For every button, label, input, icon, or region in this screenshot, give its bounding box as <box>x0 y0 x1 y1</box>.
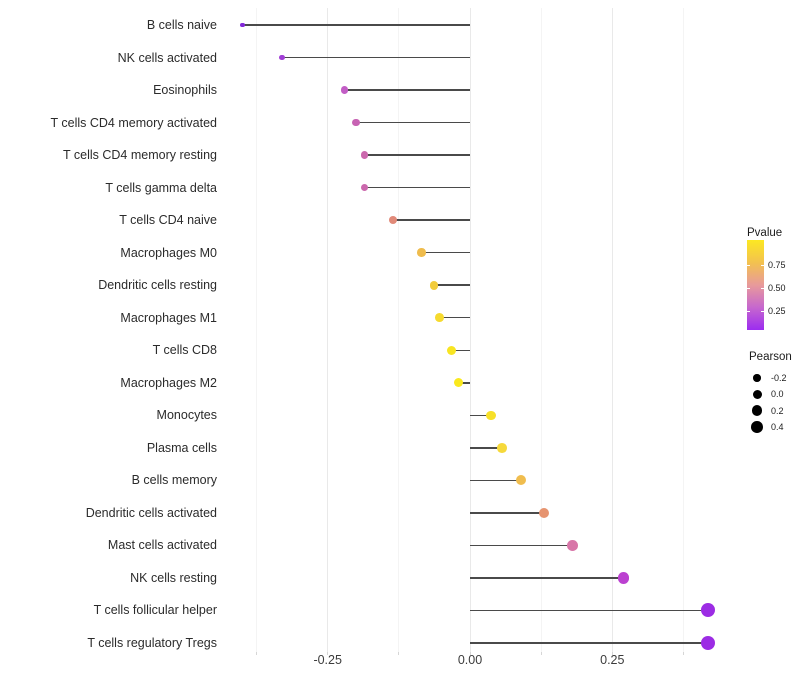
y-axis-category-label: T cells CD4 naive <box>119 213 217 228</box>
y-axis-category-label: NK cells activated <box>117 50 217 65</box>
y-axis-category-label: Plasma cells <box>146 440 217 455</box>
y-axis-category-label: T cells gamma delta <box>105 180 217 195</box>
pearson-size-dot <box>751 405 763 416</box>
lollipop-stem <box>470 414 492 417</box>
x-axis-tick-label: 0.00 <box>457 653 483 667</box>
colorbar-tick <box>760 264 764 266</box>
x-axis-tick <box>398 652 400 655</box>
y-axis-category-label: NK cells resting <box>130 570 217 585</box>
pearson-size-label: 0.4 <box>771 422 784 432</box>
major-gridline <box>611 8 613 652</box>
y-axis-category-label: T cells CD8 <box>152 343 217 358</box>
colorbar-tick <box>747 264 750 266</box>
lollipop-stem <box>356 121 470 124</box>
lollipop-dot <box>360 151 369 159</box>
lollipop-dot <box>567 540 578 551</box>
pvalue-legend-title: Pvalue <box>747 227 783 239</box>
y-axis-category-label: B cells memory <box>131 473 217 488</box>
lollipop-dot <box>700 603 715 618</box>
y-axis-category-label: Macrophages M2 <box>120 375 217 390</box>
lollipop-dot <box>341 86 349 94</box>
lollipop-stem <box>470 479 521 482</box>
lollipop-stem <box>451 349 470 351</box>
y-axis-category-label: Macrophages M1 <box>120 310 217 325</box>
y-axis-category-label: T cells follicular helper <box>93 603 217 618</box>
lollipop-dot <box>454 378 464 388</box>
pearson-size-dot <box>753 374 761 382</box>
major-gridline <box>327 8 329 652</box>
lollipop-stem <box>344 89 470 91</box>
lollipop-stem <box>470 609 708 612</box>
lollipop-stem <box>470 512 544 514</box>
lollipop-dot <box>617 572 630 584</box>
lollipop-dot <box>486 410 496 421</box>
lollipop-dot <box>279 54 286 61</box>
lollipop-dot <box>447 345 457 355</box>
x-axis-tick-label: -0.25 <box>313 653 342 667</box>
lollipop-stem <box>458 382 470 384</box>
x-axis-tick <box>327 652 329 655</box>
minor-gridline <box>398 8 400 652</box>
y-axis-category-label: Dendritic cells resting <box>98 278 217 293</box>
y-axis-category-label: Mast cells activated <box>107 538 217 553</box>
minor-gridline <box>682 8 684 652</box>
pearson-size-dot <box>752 389 762 399</box>
lollipop-dot <box>701 635 716 650</box>
minor-gridline <box>256 8 258 652</box>
lollipop-dot <box>417 248 426 257</box>
y-axis-category-label: Dendritic cells activated <box>85 505 217 520</box>
colorbar-tick <box>760 287 764 289</box>
lollipop-stem <box>470 447 502 449</box>
lollipop-dot <box>240 22 245 28</box>
lollipop-stem <box>282 56 470 59</box>
lollipop-stem <box>470 544 573 547</box>
lollipop-stem <box>470 577 624 579</box>
y-axis-category-label: T cells CD4 memory activated <box>50 115 218 130</box>
x-axis-tick-label: 0.25 <box>600 653 625 667</box>
lollipop-stem <box>364 154 470 156</box>
pearson-legend-title: Pearson <box>749 351 792 363</box>
y-axis-category-label: B cells naive <box>146 18 217 32</box>
pvalue-tick-label: 0.50 <box>768 282 786 293</box>
x-axis-tick <box>611 652 613 655</box>
lollipop-dot <box>515 475 526 486</box>
colorbar-tick <box>747 311 750 313</box>
x-axis-tick <box>469 652 471 655</box>
colorbar-tick <box>760 311 764 313</box>
lollipop-dot <box>538 507 550 519</box>
colorbar-tick <box>747 287 750 289</box>
minor-gridline <box>540 8 542 652</box>
lollipop-dot <box>497 442 507 453</box>
y-axis-category-label: Eosinophils <box>153 83 217 98</box>
lollipop-dot <box>389 216 398 225</box>
pearson-size-dot <box>751 421 763 433</box>
pearson-size-label: -0.2 <box>771 373 787 383</box>
x-axis-tick <box>540 652 542 655</box>
pvalue-colorbar <box>747 240 764 330</box>
lollipop-dot <box>429 280 439 290</box>
pearson-size-label: 0.0 <box>771 389 784 399</box>
y-axis-category-label: Macrophages M0 <box>120 245 217 260</box>
lollipop-dot <box>435 313 445 323</box>
lollipop-stem <box>434 284 470 286</box>
lollipop-stem <box>421 251 470 254</box>
lollipop-stem <box>364 186 470 189</box>
y-axis-category-label: T cells CD4 memory resting <box>63 148 217 163</box>
lollipop-dot <box>352 118 360 127</box>
pearson-size-label: 0.2 <box>771 405 784 416</box>
lollipop-stem <box>242 24 470 26</box>
y-axis-category-label: Monocytes <box>156 408 217 423</box>
lollipop-stem <box>439 316 470 319</box>
x-axis-tick <box>256 652 258 655</box>
x-axis-tick <box>682 652 684 655</box>
lollipop-stem <box>393 219 470 221</box>
pvalue-tick-label: 0.25 <box>768 306 786 317</box>
major-gridline <box>469 8 471 652</box>
y-axis-category-label: T cells regulatory Tregs <box>87 635 217 650</box>
lollipop-stem <box>470 642 709 644</box>
lollipop-dot <box>360 183 369 192</box>
pvalue-tick-label: 0.75 <box>768 259 786 270</box>
